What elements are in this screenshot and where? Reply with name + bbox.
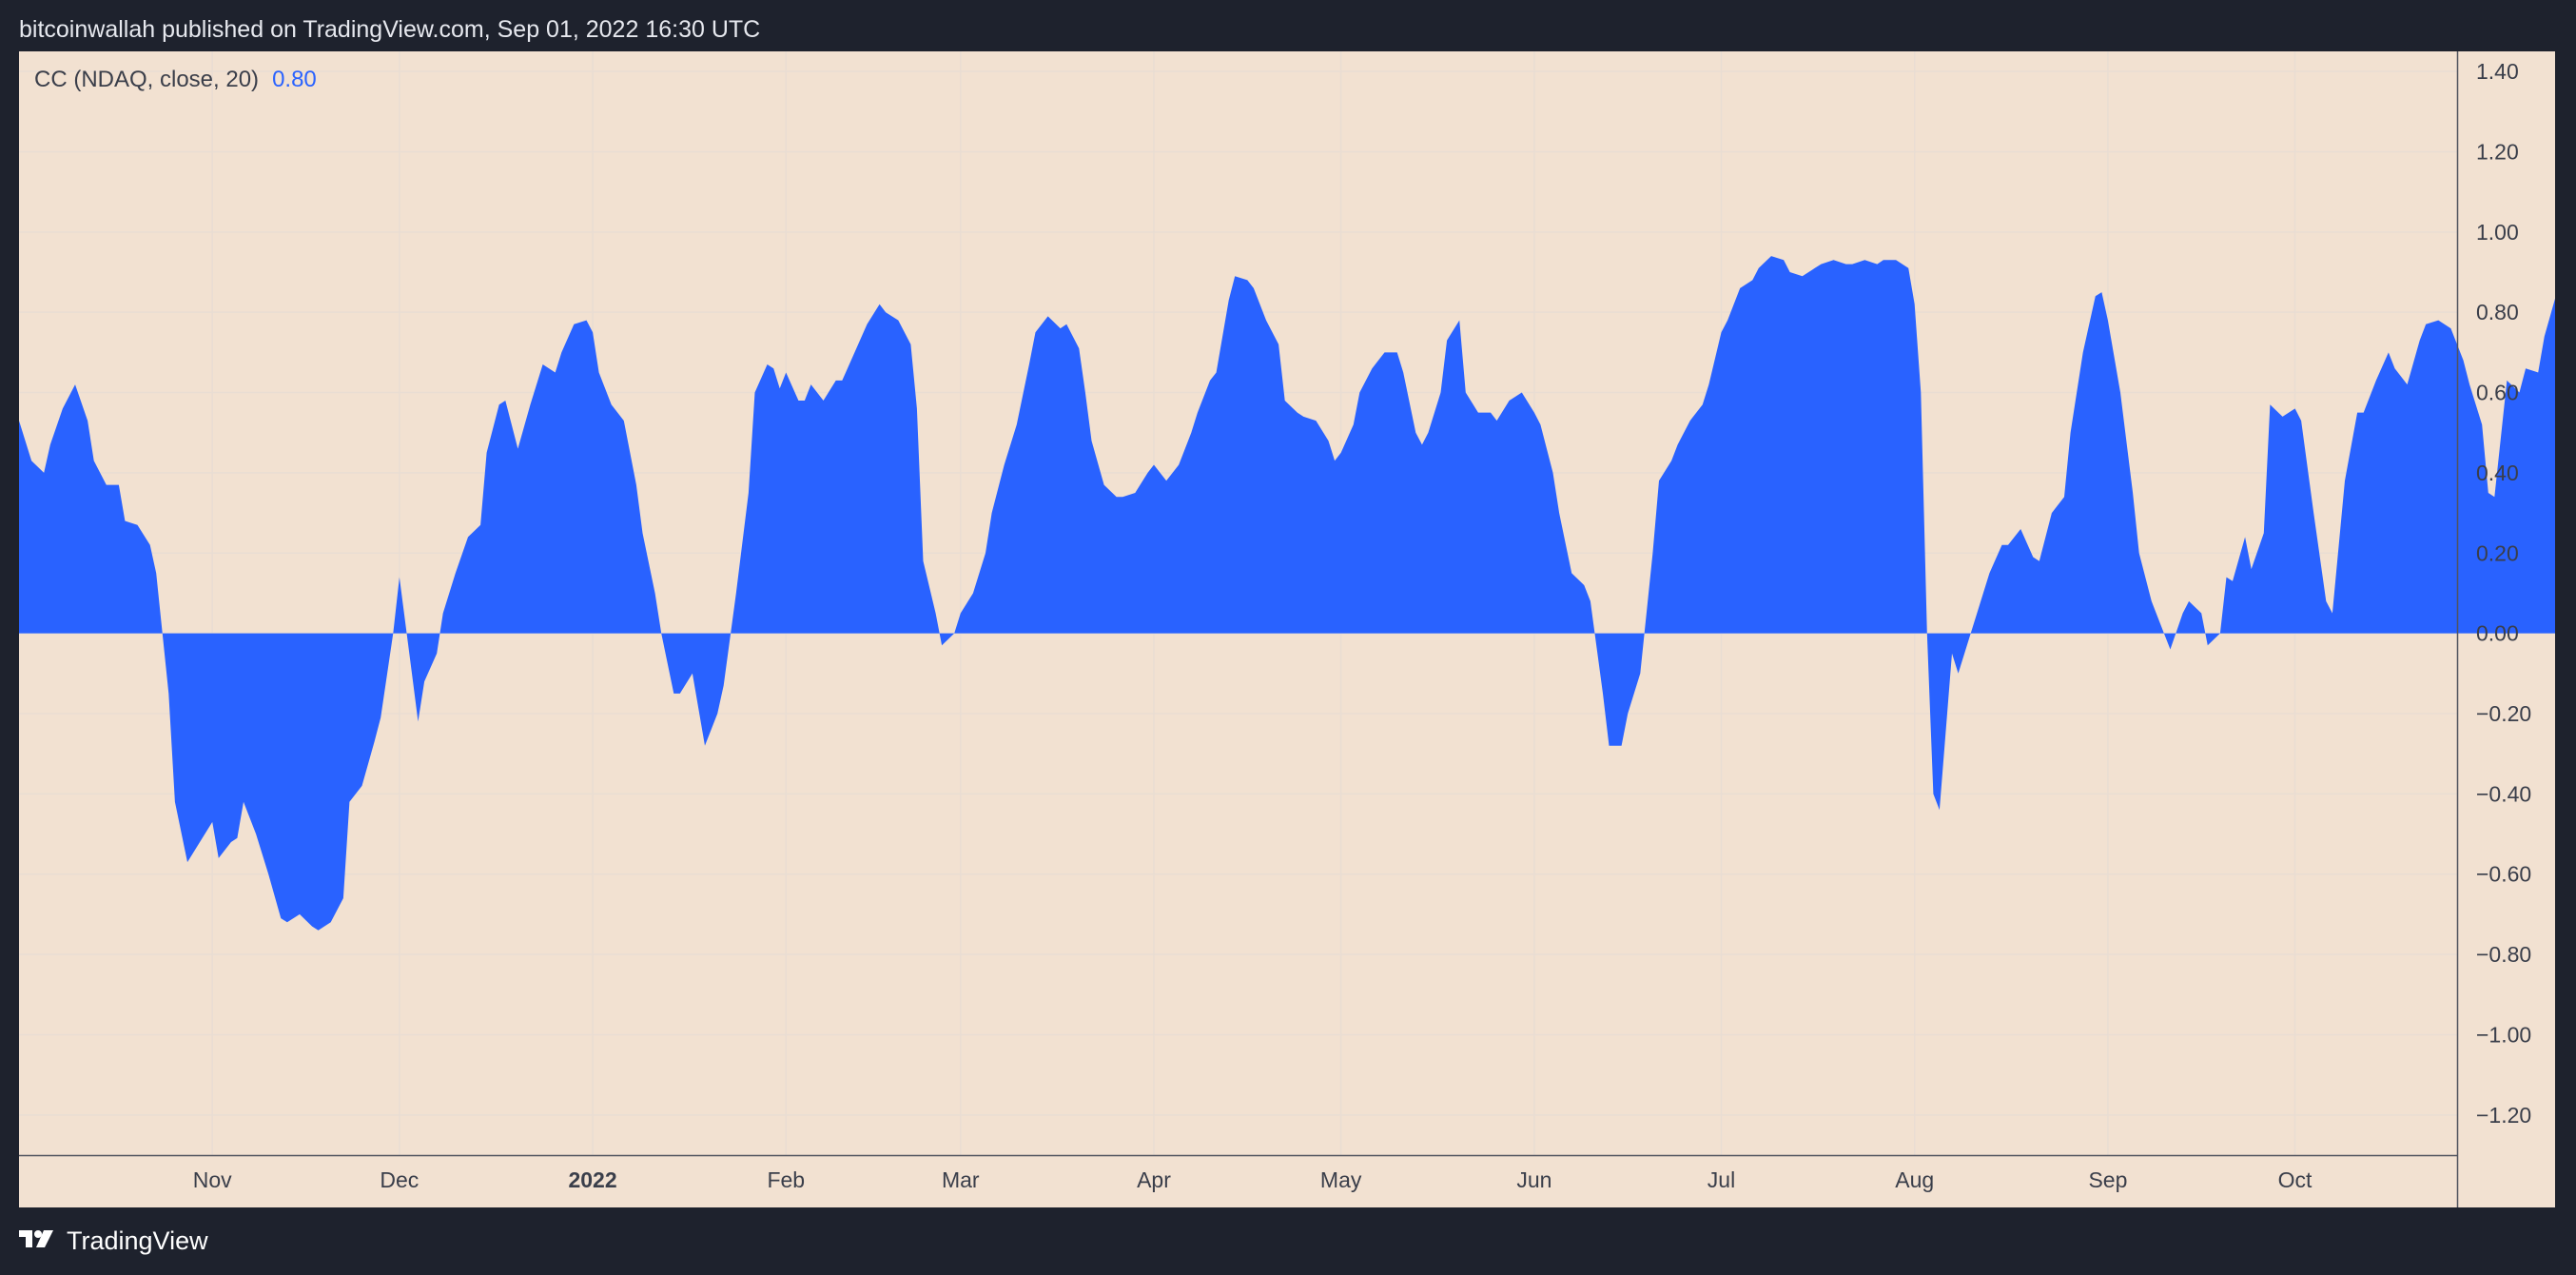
x-tick-label: 2022: [568, 1167, 616, 1192]
y-tick-label: 0.80: [2476, 300, 2519, 324]
y-tick-label: 1.00: [2476, 220, 2519, 245]
publisher-text: bitcoinwallah published on TradingView.c…: [19, 16, 761, 43]
x-tick-label: Mar: [942, 1167, 980, 1192]
x-tick-label: Sep: [2088, 1167, 2127, 1192]
x-tick-label: Apr: [1137, 1167, 1171, 1192]
chart-svg[interactable]: 1.40 1.20 1.00 0.80 0.60 0.40 0.20 0.00 −0.20 −0.…: [19, 51, 2555, 1207]
x-tick-label: May: [1320, 1167, 1362, 1192]
brand-name: TradingView: [67, 1226, 208, 1255]
footer-brand[interactable]: TradingView: [19, 1207, 590, 1275]
y-tick-label: 0.60: [2476, 381, 2519, 405]
x-tick-label: Jul: [1708, 1167, 1735, 1192]
series-area: [19, 256, 2555, 931]
y-tick-label: 0.40: [2476, 461, 2519, 485]
tradingview-logo-icon: [19, 1226, 57, 1256]
indicator-legend[interactable]: CC (NDAQ, close, 20) 0.80: [34, 67, 317, 93]
legend-value: 0.80: [272, 67, 317, 92]
x-tick-label: Aug: [1895, 1167, 1934, 1192]
y-tick-label: 0.20: [2476, 540, 2519, 565]
y-tick-label: −1.00: [2476, 1022, 2531, 1047]
y-tick-label: −0.60: [2476, 862, 2531, 887]
publisher-header: bitcoinwallah published on TradingView.c…: [0, 0, 2576, 51]
y-tick-label: 1.20: [2476, 139, 2519, 164]
y-tick-label: −0.80: [2476, 942, 2531, 967]
legend-label: CC (NDAQ, close, 20): [34, 67, 260, 92]
y-tick-label: −0.40: [2476, 781, 2531, 806]
x-tick-label: Feb: [767, 1167, 805, 1192]
x-tick-label: Dec: [380, 1167, 419, 1192]
y-tick-label: −0.20: [2476, 701, 2531, 726]
y-tick-label: 1.40: [2476, 59, 2519, 84]
y-tick-label: 0.00: [2476, 621, 2519, 646]
chart-frame[interactable]: 1.40 1.20 1.00 0.80 0.60 0.40 0.20 0.00 −0.20 −0.…: [19, 51, 2555, 1207]
y-tick-label: −1.20: [2476, 1103, 2531, 1128]
x-tick-label: Jun: [1516, 1167, 1551, 1192]
x-tick-label: Oct: [2278, 1167, 2313, 1192]
x-tick-label: Nov: [193, 1167, 232, 1192]
